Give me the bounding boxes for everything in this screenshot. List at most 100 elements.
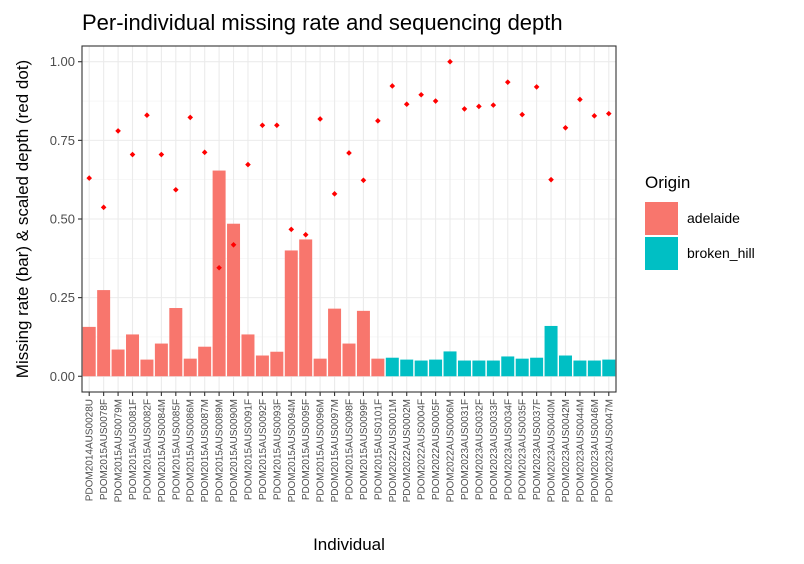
missing-rate-bar bbox=[328, 308, 342, 377]
x-tick-label: PDOM2022AUS0005F bbox=[431, 399, 442, 500]
depth-point bbox=[259, 122, 266, 129]
x-tick-label: PDOM2015AUS0101F bbox=[373, 399, 384, 500]
x-tick-label: PDOM2023AUS0032F bbox=[474, 399, 485, 500]
missing-rate-bar bbox=[227, 223, 241, 377]
chart-title: Per-individual missing rate and sequenci… bbox=[82, 10, 563, 35]
depth-point bbox=[533, 84, 540, 90]
missing-rate-bar bbox=[313, 358, 327, 377]
depth-point bbox=[461, 106, 468, 112]
missing-rate-bar bbox=[558, 355, 572, 377]
depth-point bbox=[317, 116, 323, 122]
depth-point bbox=[389, 83, 396, 89]
missing-rate-bar bbox=[255, 355, 269, 377]
x-tick-label: PDOM2015AUS0098F bbox=[345, 399, 356, 500]
x-tick-label: PDOM2022AUS0004F bbox=[417, 399, 428, 500]
missing-rate-bar bbox=[429, 359, 443, 377]
missing-rate-bar bbox=[270, 351, 284, 377]
depth-point bbox=[144, 112, 150, 118]
x-tick-label: PDOM2015AUS0095F bbox=[301, 399, 312, 500]
depth-point bbox=[605, 110, 612, 117]
depth-point bbox=[375, 118, 381, 124]
legend-title: Origin bbox=[645, 173, 690, 192]
depth-point bbox=[360, 177, 367, 184]
depth-point bbox=[86, 175, 93, 181]
depth-point bbox=[591, 113, 598, 119]
x-tick-label: PDOM2023AUS0037F bbox=[532, 399, 543, 500]
missing-rate-bar bbox=[154, 343, 168, 377]
missing-rate-bar bbox=[169, 308, 183, 377]
missing-rate-bar bbox=[400, 359, 414, 377]
depth-point bbox=[230, 241, 237, 248]
depth-point bbox=[447, 58, 453, 65]
depth-point bbox=[331, 191, 338, 197]
x-tick-label: PDOM2015AUS0099F bbox=[359, 399, 370, 500]
depth-point bbox=[187, 114, 194, 121]
depth-point bbox=[490, 102, 497, 108]
depth-point bbox=[201, 149, 208, 156]
x-tick-label: PDOM2015AUS0096M bbox=[316, 399, 327, 502]
missing-rate-bar bbox=[140, 359, 154, 377]
missing-rate-bar bbox=[587, 360, 601, 377]
x-tick-label: PDOM2015AUS0081F bbox=[128, 399, 139, 500]
legend: Origin adelaide broken_hill bbox=[645, 173, 755, 270]
x-tick-label: PDOM2015AUS0094M bbox=[287, 399, 298, 502]
missing-rate-bar bbox=[82, 326, 96, 377]
missing-rate-bar bbox=[443, 351, 457, 377]
depth-point bbox=[288, 226, 295, 233]
depth-point bbox=[129, 151, 136, 158]
missing-rate-bar bbox=[486, 360, 500, 377]
x-tick-label: PDOM2022AUS0001M bbox=[388, 399, 399, 502]
depth-point bbox=[115, 128, 121, 134]
x-tick-label: PDOM2022AUS0006M bbox=[446, 399, 457, 502]
missing-rate-bar bbox=[515, 358, 529, 377]
x-tick-label: PDOM2015AUS0084M bbox=[157, 399, 168, 502]
y-axis-title: Missing rate (bar) & scaled depth (red d… bbox=[13, 60, 32, 378]
x-tick-label: PDOM2023AUS0046M bbox=[590, 399, 601, 502]
depth-point bbox=[504, 79, 511, 85]
y-tick-label: 0.00 bbox=[50, 369, 75, 384]
missing-rate-bar bbox=[457, 360, 471, 377]
missing-rate-bar bbox=[501, 356, 515, 377]
x-tick-label: PDOM2015AUS0089M bbox=[215, 399, 226, 502]
missing-rate-bar bbox=[414, 360, 428, 377]
depth-point bbox=[403, 101, 410, 107]
missing-rate-bar bbox=[111, 349, 125, 377]
depth-point bbox=[519, 111, 525, 118]
y-tick-label: 0.25 bbox=[50, 290, 75, 305]
missing-rate-bar bbox=[472, 360, 486, 377]
missing-rate-bar bbox=[299, 239, 313, 377]
missing-rate-bar bbox=[198, 346, 212, 377]
depth-point bbox=[302, 231, 309, 238]
missing-rate-bar bbox=[183, 358, 197, 377]
missing-rate-bar bbox=[371, 358, 385, 377]
y-tick-label: 1.00 bbox=[50, 54, 75, 69]
x-tick-label: PDOM2023AUS0031F bbox=[460, 399, 471, 500]
depth-point bbox=[432, 98, 439, 104]
legend-key-broken-hill bbox=[645, 237, 678, 270]
missing-rate-bar bbox=[284, 250, 298, 377]
missing-rate-bar bbox=[126, 334, 140, 377]
x-tick-label: PDOM2015AUS0078F bbox=[99, 399, 110, 500]
y-tick-label: 0.50 bbox=[50, 212, 75, 227]
missing-rate-bar bbox=[385, 357, 399, 377]
missing-rate-bar bbox=[544, 325, 558, 377]
missing-rate-bar bbox=[573, 360, 587, 377]
depth-point bbox=[577, 96, 583, 103]
legend-label: adelaide bbox=[687, 210, 740, 226]
x-tick-label: PDOM2023AUS0033F bbox=[489, 399, 500, 500]
depth-point bbox=[100, 204, 107, 211]
missing-rate-bar bbox=[342, 343, 356, 377]
depth-point bbox=[476, 103, 482, 110]
x-tick-label: PDOM2015AUS0087M bbox=[200, 399, 211, 502]
x-tick-label: PDOM2023AUS0040M bbox=[547, 399, 558, 502]
depth-point bbox=[245, 161, 251, 168]
x-tick-label: PDOM2015AUS0093F bbox=[272, 399, 283, 500]
legend-key-adelaide bbox=[645, 202, 678, 235]
missing-rate-bar bbox=[356, 310, 370, 377]
x-tick-label: PDOM2015AUS0086M bbox=[186, 399, 197, 502]
x-tick-label: PDOM2023AUS0042M bbox=[561, 399, 572, 502]
x-axis-title: Individual bbox=[313, 535, 385, 554]
missing-rate-bar bbox=[212, 170, 226, 377]
